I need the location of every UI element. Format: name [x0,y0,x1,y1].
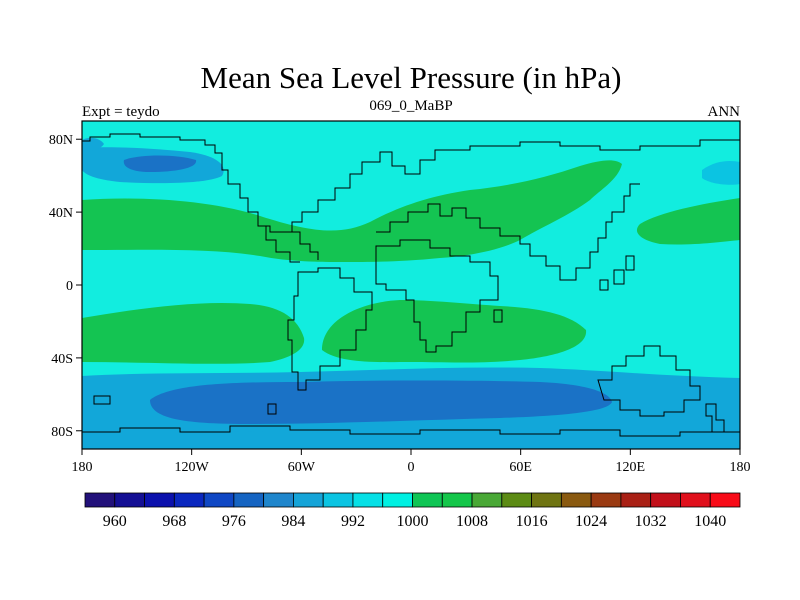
map-area [82,121,740,449]
chart-title: Mean Sea Level Pressure (in hPa) [201,60,622,95]
y-tick-label: 40N [49,206,73,221]
colorbar-swatch [709,492,741,508]
icelandic-low [702,160,740,185]
colorbar-swatch [203,492,235,508]
colorbar-swatch [173,492,205,508]
colorbar-swatch [650,492,681,508]
x-tick-label: 60E [509,460,532,475]
colorbar-label: 976 [222,513,246,530]
sh-atlantic-indian-high [322,300,587,363]
colorbar-swatch [382,492,413,508]
subtitle-center: 069_0_MaBP [369,98,452,114]
colorbar-label: 968 [162,513,186,530]
colorbar-swatch [590,492,622,508]
colorbar-swatch [293,492,324,508]
axis-ticks: 180 120W 60W 0 60E 120E 180 80N 40N 0 40S 80S [49,133,751,475]
x-tick-label: 120E [616,460,646,475]
colorbar-label: 984 [281,513,305,530]
colorbar-swatch [114,492,145,508]
colorbar-label: 992 [341,513,365,530]
colorbar-label: 1016 [516,513,548,530]
colorbar-swatch [441,492,473,508]
y-tick-label: 0 [66,279,73,294]
colorbar-swatch [352,492,384,508]
aleutian-deep-low [123,155,197,172]
colorbar-swatch [84,492,116,508]
subtitle-left: Expt = teydo [82,104,160,120]
colorbar-swatch [144,492,175,508]
colorbar-label: 1040 [694,513,726,530]
y-tick-label: 80N [49,133,73,148]
colorbar-label: 1000 [397,513,429,530]
colorbar-label: 1024 [575,513,607,530]
subtitle-right: ANN [708,104,741,120]
y-tick-label: 80S [51,425,73,440]
colorbar-swatch [501,492,532,508]
colorbar-swatch [680,492,711,508]
colorbar-label: 960 [103,513,127,530]
x-tick-label: 60W [288,460,316,475]
colorbar-swatch [531,492,562,508]
sh-subtropical-high-band [82,302,305,364]
colorbar-label: 1032 [635,513,667,530]
y-tick-label: 40S [51,352,73,367]
nh-subtropical-high-band [82,160,622,262]
x-tick-label: 0 [408,460,415,475]
x-tick-label: 180 [730,460,751,475]
colorbar: 960 968 976 984 992 1000 1008 1016 1024 1032 1040 [84,492,741,530]
x-tick-label: 120W [175,460,210,475]
colorbar-swatch [560,492,592,508]
southern-ocean-deep-low [150,380,612,424]
colorbar-label: 1008 [456,513,488,530]
coastlines [82,133,740,437]
x-tick-label: 180 [72,460,93,475]
nh-pacific-high-east [636,198,740,245]
colorbar-swatch [471,492,503,508]
antarctic-coastal-band [82,430,740,449]
colorbar-swatch [620,492,652,508]
colorbar-swatch [322,492,354,508]
colorbar-swatch [412,492,443,508]
colorbar-swatch [263,492,294,508]
colorbar-swatch [233,492,265,508]
